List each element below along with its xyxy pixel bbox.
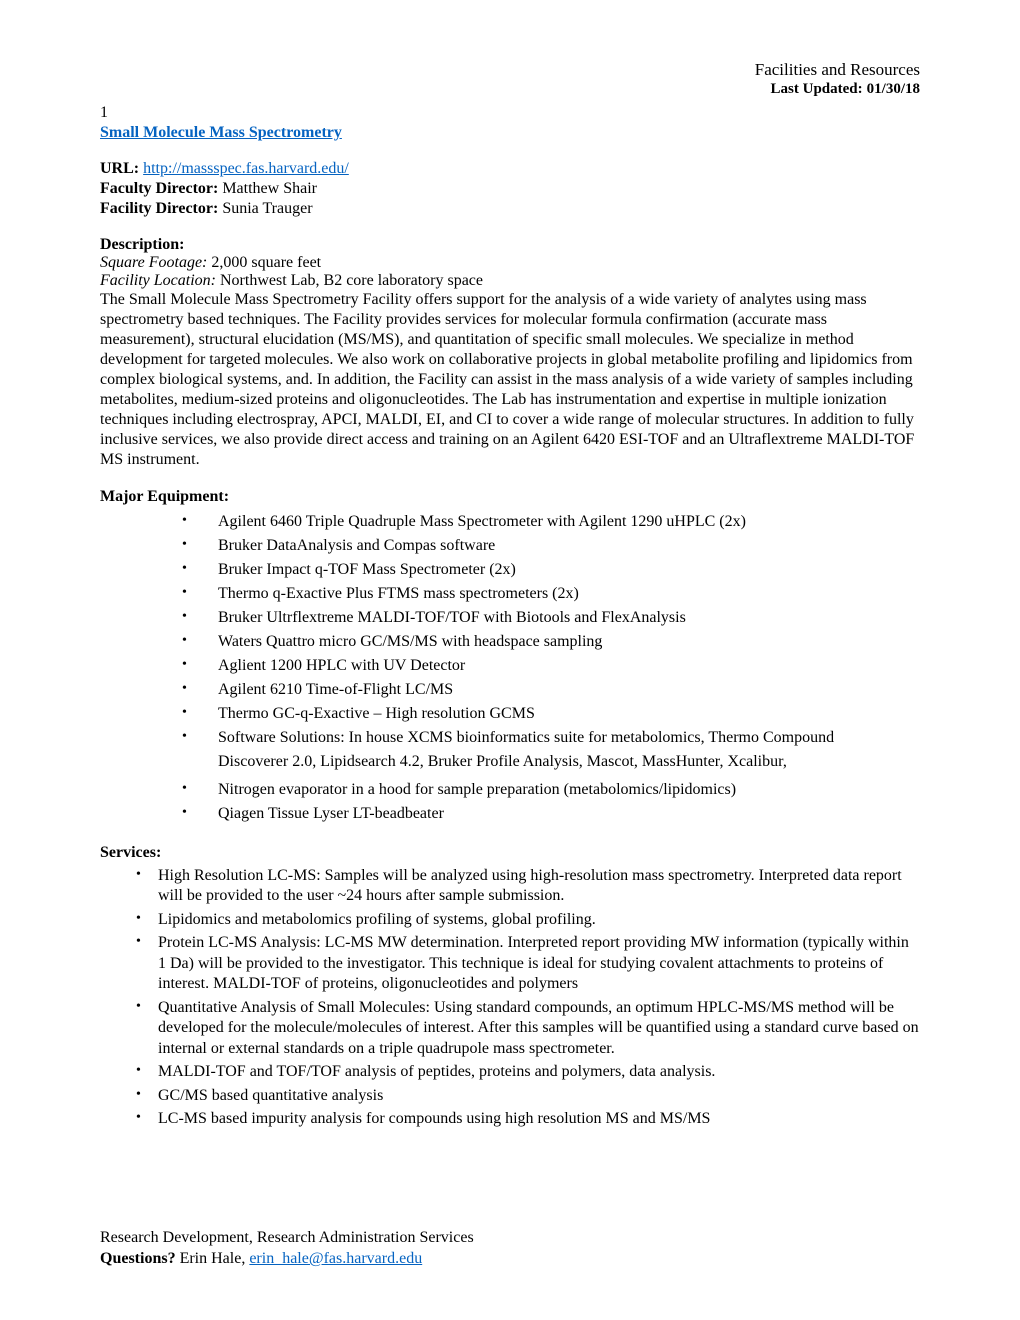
url-link[interactable]: http://massspec.fas.harvard.edu/: [143, 160, 349, 177]
equipment-item: Qiagen Tissue Lyser LT-beadbeater: [100, 802, 920, 826]
equipment-item: Bruker Impact q-TOF Mass Spectrometer (2…: [100, 558, 920, 582]
location-label: Facility Location:: [100, 272, 216, 289]
equipment-list-after: Nitrogen evaporator in a hood for sample…: [100, 778, 920, 826]
contact-name: Erin Hale,: [180, 1250, 246, 1267]
equipment-item: Thermo q-Exactive Plus FTMS mass spectro…: [100, 582, 920, 606]
equipment-item: Bruker Ultrflextreme MALDI-TOF/TOF with …: [100, 606, 920, 630]
equipment-item: Waters Quattro micro GC/MS/MS with heads…: [100, 630, 920, 654]
equipment-item: Bruker DataAnalysis and Compas software: [100, 534, 920, 558]
services-list: High Resolution LC-MS: Samples will be a…: [100, 866, 920, 1130]
service-item: Protein LC-MS Analysis: LC-MS MW determi…: [100, 933, 920, 994]
service-item: High Resolution LC-MS: Samples will be a…: [100, 866, 920, 907]
url-label: URL:: [100, 160, 139, 177]
equipment-item: Thermo GC-q-Exactive – High resolution G…: [100, 702, 920, 726]
url-row: URL: http://massspec.fas.harvard.edu/: [100, 160, 920, 178]
location-value: Northwest Lab, B2 core laboratory space: [220, 272, 483, 289]
footer: Research Development, Research Administr…: [100, 1228, 474, 1270]
questions-label: Questions?: [100, 1250, 176, 1267]
square-footage-value: 2,000 square feet: [211, 254, 321, 271]
service-item: MALDI-TOF and TOF/TOF analysis of peptid…: [100, 1062, 920, 1082]
services-heading: Services:: [100, 844, 920, 862]
facility-director-value: Sunia Trauger: [222, 200, 312, 217]
contact-email-link[interactable]: erin_hale@fas.harvard.edu: [249, 1250, 422, 1267]
last-updated-date: 01/30/18: [867, 81, 920, 97]
equipment-item: Aglient 1200 HPLC with UV Detector: [100, 654, 920, 678]
service-item: GC/MS based quantitative analysis: [100, 1086, 920, 1106]
faculty-director-label: Faculty Director:: [100, 180, 218, 197]
service-item: LC-MS based impurity analysis for compou…: [100, 1109, 920, 1129]
header-updated: Last Updated: 01/30/18: [100, 80, 920, 98]
description-body: The Small Molecule Mass Spectrometry Fac…: [100, 290, 920, 470]
square-footage-row: Square Footage: 2,000 square feet: [100, 254, 920, 272]
facility-director-label: Facility Director:: [100, 200, 218, 217]
equipment-heading: Major Equipment:: [100, 488, 920, 506]
service-item: Lipidomics and metabolomics profiling of…: [100, 910, 920, 930]
facility-location-row: Facility Location: Northwest Lab, B2 cor…: [100, 272, 920, 290]
equipment-continuation: Discoverer 2.0, Lipidsearch 4.2, Bruker …: [100, 750, 920, 774]
equipment-item: Software Solutions: In house XCMS bioinf…: [100, 726, 920, 750]
faculty-director-row: Faculty Director: Matthew Shair: [100, 180, 920, 198]
header-block: Facilities and Resources Last Updated: 0…: [100, 60, 920, 98]
page-number: 1: [100, 104, 920, 122]
last-updated-label: Last Updated:: [771, 81, 863, 97]
footer-line-2: Questions? Erin Hale, erin_hale@fas.harv…: [100, 1249, 474, 1270]
faculty-director-value: Matthew Shair: [222, 180, 317, 197]
equipment-item: Agilent 6460 Triple Quadruple Mass Spect…: [100, 510, 920, 534]
equipment-item: Agilent 6210 Time-of-Flight LC/MS: [100, 678, 920, 702]
equipment-list: Agilent 6460 Triple Quadruple Mass Spect…: [100, 510, 920, 750]
header-title: Facilities and Resources: [100, 60, 920, 80]
square-footage-label: Square Footage:: [100, 254, 207, 271]
service-item: Quantitative Analysis of Small Molecules…: [100, 998, 920, 1059]
facility-director-row: Facility Director: Sunia Trauger: [100, 200, 920, 218]
equipment-item: Nitrogen evaporator in a hood for sample…: [100, 778, 920, 802]
footer-line-1: Research Development, Research Administr…: [100, 1228, 474, 1249]
document-title-link[interactable]: Small Molecule Mass Spectrometry: [100, 124, 342, 141]
description-heading: Description:: [100, 236, 920, 254]
